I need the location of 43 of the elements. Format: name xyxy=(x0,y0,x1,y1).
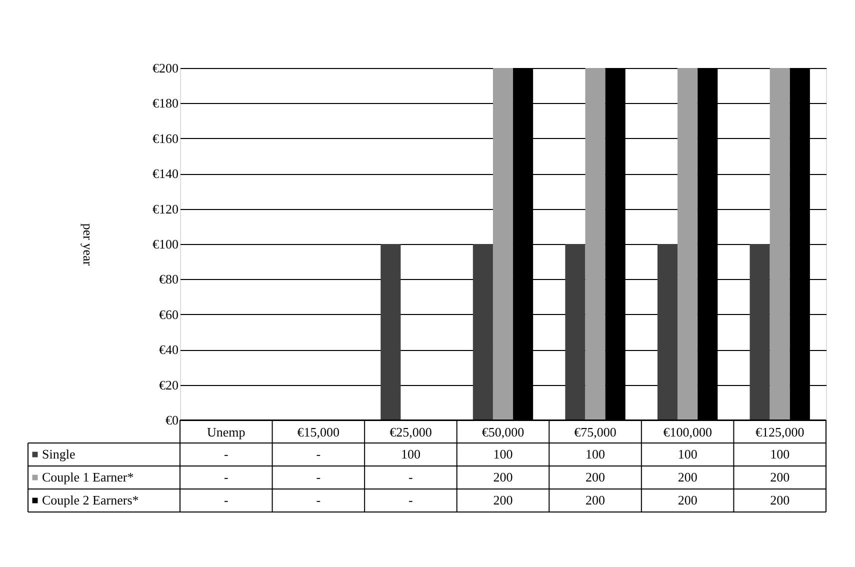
data-label: 200 xyxy=(678,492,698,508)
text: - xyxy=(316,446,321,462)
text: - xyxy=(408,470,413,484)
y-tick-label: €100 xyxy=(152,236,178,252)
legend-label: Couple 2 Earners* xyxy=(42,492,139,508)
text: - xyxy=(316,492,321,508)
text: - xyxy=(224,492,228,508)
y-tick-label: €0 xyxy=(166,412,178,428)
x-tick-label: €75,000 xyxy=(574,424,616,440)
x-tick-label: €50,000 xyxy=(482,424,524,440)
y-tick-label: €120 xyxy=(152,201,178,216)
y-tick-label: €180 xyxy=(152,96,178,111)
y-tick-label: €40 xyxy=(159,342,178,358)
x-tick-label: Unemp xyxy=(207,424,246,440)
data-label: 100 xyxy=(770,446,790,462)
x-tick-label: €25,000 xyxy=(390,424,432,440)
text: - xyxy=(224,470,228,484)
legend-label: Single xyxy=(42,446,76,462)
data-label: 100 xyxy=(678,446,698,462)
legend-label: Couple 1 Earner* xyxy=(42,470,134,484)
text: - xyxy=(316,470,321,484)
x-tick-label: €125,000 xyxy=(755,424,804,440)
data-label: 100 xyxy=(400,446,420,462)
data-label: 200 xyxy=(493,492,513,508)
data-label: 200 xyxy=(770,492,790,508)
data-label: 100 xyxy=(493,446,513,462)
text: - xyxy=(224,446,228,462)
data-label: 200 xyxy=(586,492,606,508)
data-label: 200 xyxy=(493,470,513,484)
y-tick-label: €20 xyxy=(159,377,178,392)
data-label: 200 xyxy=(586,470,606,484)
y-axis-title: per year xyxy=(80,223,96,266)
y-tick-label: €160 xyxy=(152,130,178,146)
text: - xyxy=(408,492,413,508)
y-tick-label: €60 xyxy=(159,306,178,322)
data-label: 100 xyxy=(586,446,606,462)
x-tick-label: €100,000 xyxy=(663,424,712,440)
data-label: 200 xyxy=(770,470,790,484)
x-tick-label: €15,000 xyxy=(297,424,340,440)
y-tick-label: €200 xyxy=(152,60,178,76)
y-tick-label: €80 xyxy=(159,272,178,287)
data-label: 200 xyxy=(678,470,698,484)
y-tick-label: €140 xyxy=(152,166,178,182)
